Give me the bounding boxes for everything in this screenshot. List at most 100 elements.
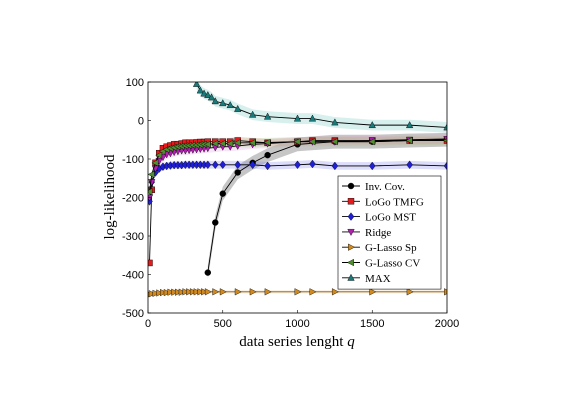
point-max <box>219 99 227 107</box>
point-logo-mst <box>204 160 212 170</box>
point-g-lasso-cv <box>218 139 226 148</box>
point-max <box>249 110 257 118</box>
point-inv-cov <box>219 190 226 197</box>
point-g-lasso-cv <box>148 170 155 179</box>
point-g-lasso-sp <box>201 288 209 296</box>
point-logo-mst <box>309 159 316 169</box>
point-g-lasso-cv <box>203 140 211 149</box>
point-g-lasso-sp <box>369 288 377 296</box>
point-g-lasso-sp <box>160 288 167 297</box>
y-tick-label: -500 <box>122 308 144 320</box>
point-max <box>226 101 234 109</box>
point-g-lasso-sp <box>182 288 190 296</box>
point-g-lasso-cv <box>293 138 301 146</box>
point-g-lasso-sp <box>152 289 160 297</box>
point-max <box>200 89 208 97</box>
point-logo-mst <box>443 161 447 171</box>
point-inv-cov <box>212 219 219 226</box>
point-g-lasso-cv <box>248 139 256 147</box>
point-g-lasso-sp <box>219 288 227 296</box>
legend: Inv. Cov. LoGo TMFG LoGo MST Ridge G-Lasso S… <box>337 175 442 290</box>
y-tick-label: -300 <box>122 231 144 243</box>
point-g-lasso-sp <box>309 288 317 296</box>
point-logo-mst <box>331 161 339 171</box>
point-max <box>368 121 376 129</box>
x-tick-label: 500 <box>214 318 232 330</box>
point-g-lasso-sp <box>197 288 205 296</box>
point-g-lasso-sp <box>249 288 257 296</box>
y-tick-label: -200 <box>122 193 144 205</box>
point-logo-mst <box>264 161 271 171</box>
point-max <box>207 93 216 101</box>
point-g-lasso-sp <box>171 288 179 296</box>
point-g-lasso-sp <box>156 289 164 297</box>
point-ridge <box>148 179 156 187</box>
point-logo-tmfg <box>148 259 153 267</box>
point-g-lasso-sp <box>163 288 171 297</box>
point-logo-mst <box>406 160 413 170</box>
point-max <box>234 104 242 112</box>
legend-marker-logo-tmfg <box>347 198 355 205</box>
point-g-lasso-sp <box>193 288 201 296</box>
point-g-lasso-sp <box>174 288 182 296</box>
point-g-lasso-sp <box>167 288 175 296</box>
legend-label-max: MAX <box>365 273 391 285</box>
legend-box <box>337 175 442 290</box>
point-logo-mst <box>212 160 219 170</box>
y-tick-label: -100 <box>122 154 144 166</box>
point-g-lasso-sp <box>444 288 447 296</box>
legend-marker-inv-cov <box>347 182 355 190</box>
point-g-lasso-sp <box>189 288 197 296</box>
point-max <box>192 82 201 87</box>
point-g-lasso-sp <box>264 288 272 296</box>
point-logo-mst <box>294 160 301 170</box>
point-g-lasso-sp <box>212 288 220 296</box>
point-g-lasso-cv <box>211 139 219 148</box>
point-g-lasso-cv <box>263 138 271 147</box>
point-g-lasso-sp <box>178 288 186 296</box>
point-g-lasso-sp <box>234 288 242 296</box>
y-tick-label: -400 <box>122 270 144 282</box>
x-axis-title: data series lenght q <box>239 334 355 350</box>
point-g-lasso-cv <box>405 136 413 145</box>
plot-frame <box>147 81 448 314</box>
point-logo-mst <box>368 161 376 171</box>
y-axis-title: log-likelihood <box>102 154 118 239</box>
band-max <box>196 82 447 133</box>
point-max <box>196 86 204 94</box>
point-max <box>331 118 339 126</box>
point-g-lasso-cv <box>368 138 376 146</box>
x-tick-label: 2000 <box>435 318 459 330</box>
point-g-lasso-cv <box>308 138 316 146</box>
point-max <box>443 123 447 131</box>
legend-label-g-lasso-sp: G-Lasso Sp <box>365 242 417 254</box>
point-g-lasso-cv <box>148 188 153 196</box>
point-logo-mst <box>219 160 227 170</box>
point-g-lasso-sp <box>204 288 212 296</box>
point-g-lasso-sp <box>331 288 339 296</box>
point-g-lasso-cv <box>233 139 241 147</box>
point-g-lasso-cv <box>151 159 159 167</box>
point-inv-cov <box>264 151 271 159</box>
legend-label-inv-cov: Inv. Cov. <box>365 181 405 193</box>
band-ridge <box>149 134 447 203</box>
point-ridge <box>148 194 154 202</box>
x-tick-label: 1000 <box>285 318 309 330</box>
legend-marker-ridge <box>347 228 355 236</box>
legend-marker-max <box>347 273 355 281</box>
point-g-lasso-cv <box>442 138 447 143</box>
legend-label-logo-mst: LoGo MST <box>365 212 416 224</box>
point-g-lasso-sp <box>294 288 302 296</box>
point-logo-mst <box>234 160 241 170</box>
x-tick-label: 0 <box>145 318 151 330</box>
point-g-lasso-cv <box>330 138 338 146</box>
legend-marker-g-lasso-cv <box>346 258 354 267</box>
point-max <box>308 114 317 122</box>
point-max <box>263 112 272 120</box>
y-tick-label: 0 <box>138 116 144 128</box>
point-max <box>293 114 302 122</box>
point-g-lasso-sp <box>148 290 156 298</box>
point-logo-mst <box>249 160 256 170</box>
point-max <box>204 91 212 98</box>
